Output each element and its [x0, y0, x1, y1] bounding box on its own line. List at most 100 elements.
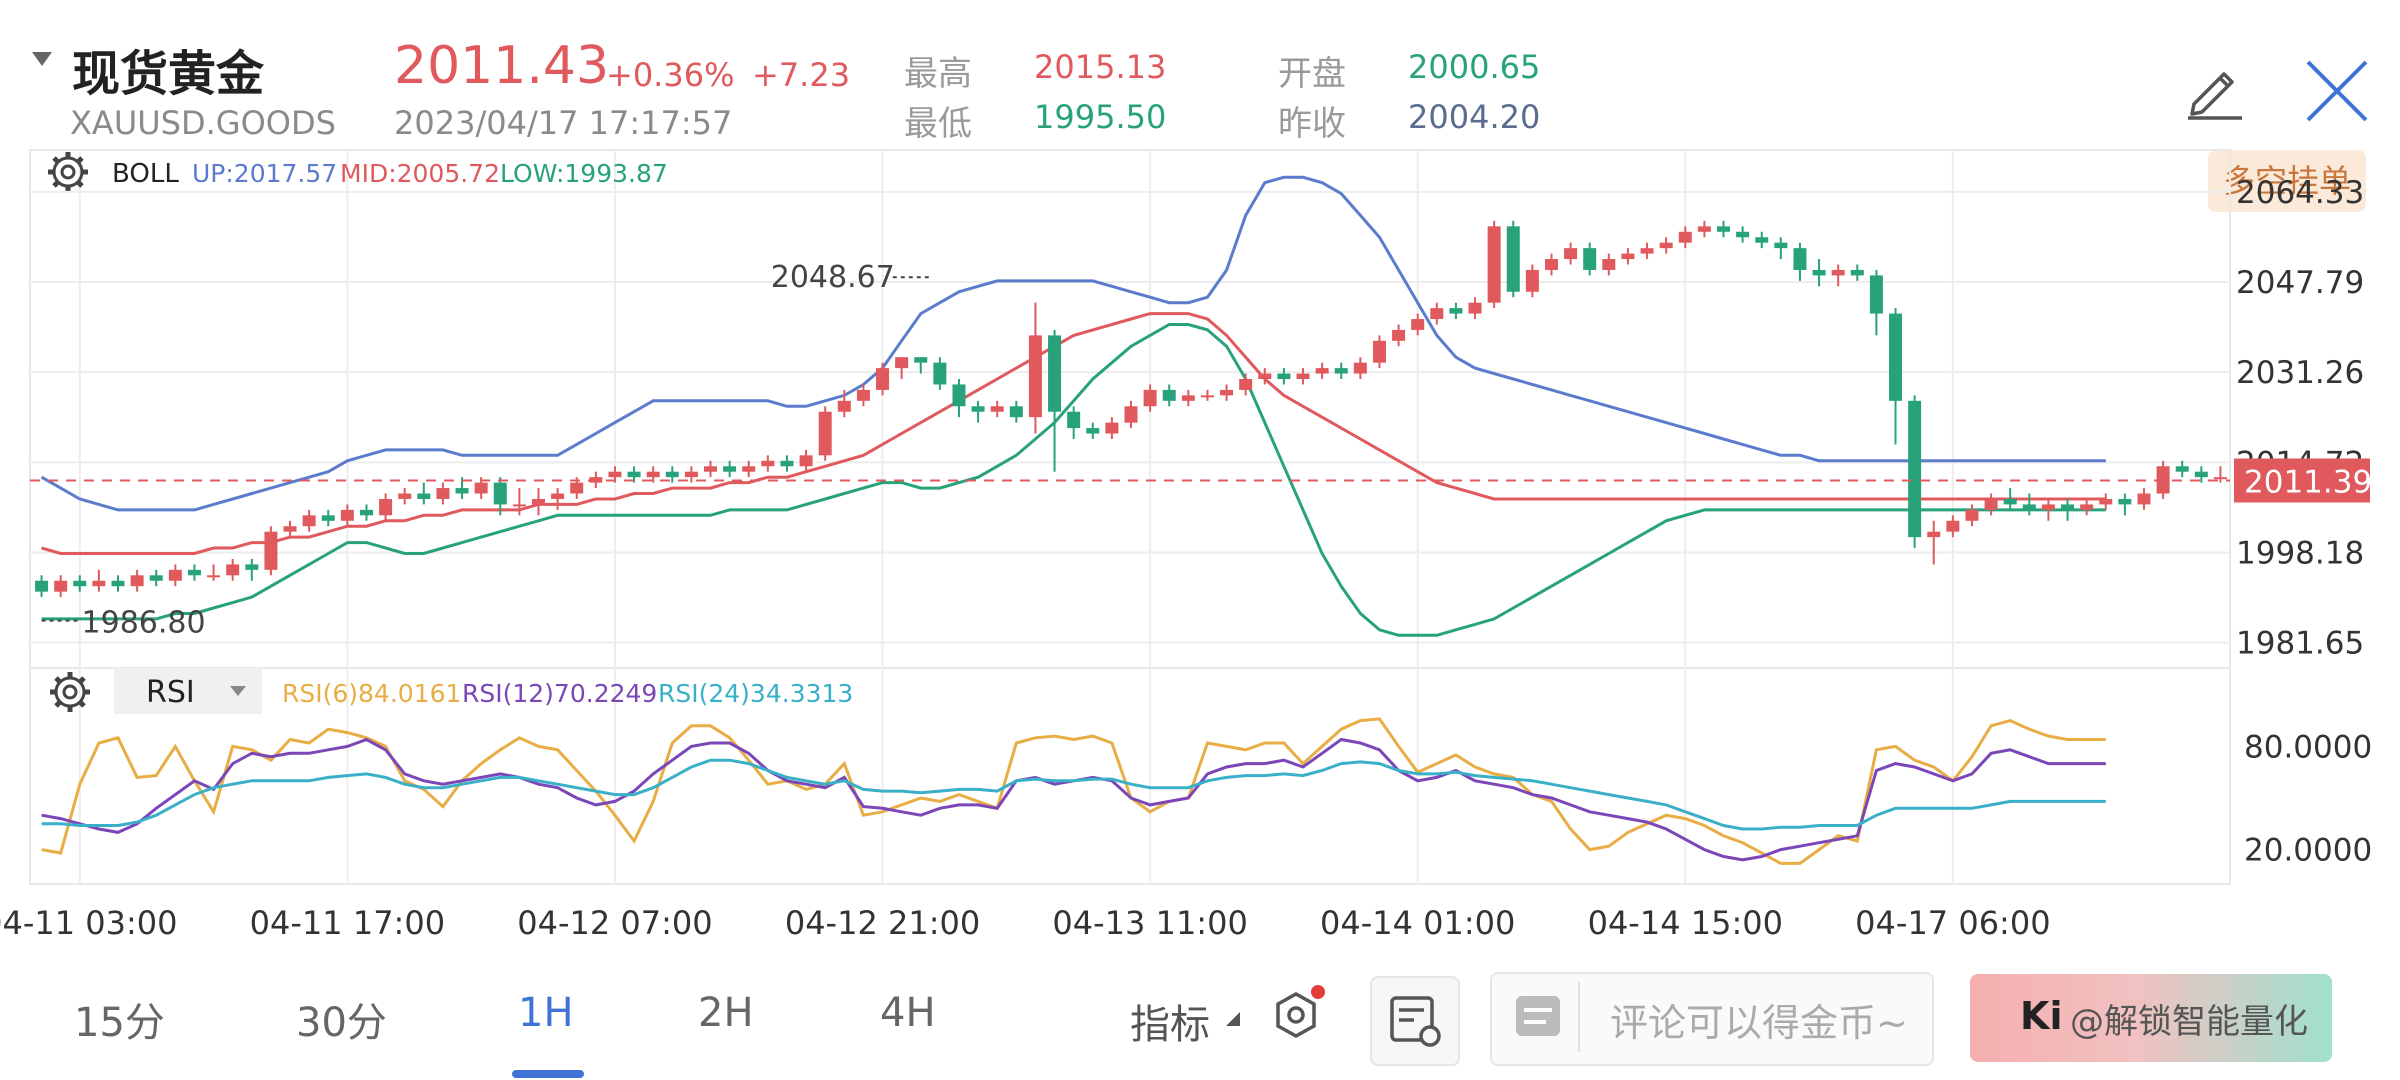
candle-body: [704, 466, 718, 472]
candle: [780, 455, 794, 472]
candle: [1296, 368, 1310, 385]
trade-button[interactable]: [1970, 974, 2332, 1062]
candle: [73, 575, 87, 592]
candle-body: [895, 357, 909, 369]
instrument-code: XAUUSD.GOODS: [70, 104, 336, 142]
candle-body: [245, 564, 259, 570]
candle-body: [2041, 504, 2055, 510]
candle-body: [761, 460, 775, 467]
candle-body: [1850, 269, 1864, 276]
edit-pencil-icon[interactable]: [2184, 58, 2246, 120]
prev-close-label: 昨收: [1278, 104, 1346, 144]
candle-body: [493, 482, 507, 505]
candle: [1220, 384, 1234, 401]
candle-body: [149, 575, 163, 581]
candle-body: [990, 406, 1004, 412]
candle-body: [1086, 428, 1100, 434]
candle: [914, 357, 928, 374]
candle-body: [264, 531, 278, 570]
kline-chart[interactable]: BOLL UP:2017.57 MID:2005.72 LOW:1993.87 …: [0, 0, 2400, 940]
candle-body: [1143, 389, 1157, 407]
candle: [856, 384, 870, 407]
prev-close-value: 2004.20: [1408, 98, 1541, 136]
candle: [1200, 389, 1214, 401]
comment-input-box[interactable]: [1490, 972, 1934, 1066]
candle-body: [111, 580, 125, 587]
candle-body: [1392, 329, 1406, 341]
candle: [1067, 406, 1081, 439]
candle-body: [1353, 362, 1367, 374]
comment-bullet-icon: [1500, 982, 1580, 1052]
candle-body: [780, 460, 794, 467]
candle-body: [1124, 406, 1138, 423]
layout-settings-button[interactable]: [1370, 976, 1460, 1066]
tab-30min[interactable]: 30分: [296, 1000, 387, 1046]
candle-body: [1430, 308, 1444, 320]
long-short-orders-button[interactable]: 多空挂单: [2208, 150, 2366, 212]
candle: [1162, 384, 1176, 407]
candle-body: [130, 575, 144, 587]
candle-body: [398, 493, 412, 499]
candle: [1258, 368, 1272, 385]
candle: [1564, 242, 1578, 265]
candle-body: [876, 368, 890, 390]
trade-button-label: Ki: [2020, 994, 2063, 1038]
indicator-button[interactable]: 指标: [1130, 1002, 1210, 1048]
candle-body: [455, 488, 469, 494]
candle: [398, 488, 412, 505]
tab-1h[interactable]: 1H: [518, 990, 574, 1036]
candle-body: [1602, 259, 1616, 270]
candle-body: [1105, 422, 1119, 434]
candle-body: [723, 466, 737, 472]
low-value: 1995.50: [1034, 98, 1167, 136]
candle-body: [1564, 248, 1578, 260]
candle-body: [1372, 340, 1386, 363]
rsi-lines: [41, 717, 2106, 865]
candle-body: [1162, 389, 1176, 401]
candle: [1850, 264, 1864, 281]
current-price-tag: [2234, 458, 2370, 503]
instrument-title[interactable]: 现货黄金: [72, 46, 265, 102]
candle: [627, 466, 641, 483]
time-axis-label: 04-11 17:00: [250, 904, 445, 940]
candle: [761, 455, 775, 472]
rsi6-line: [41, 717, 2106, 865]
current-price-label: 2011.39: [2244, 464, 2372, 500]
candle-body: [2118, 498, 2132, 505]
close-icon[interactable]: [2304, 58, 2370, 124]
candle: [1028, 302, 1042, 434]
candle: [1869, 269, 1883, 336]
candle-body: [1659, 242, 1673, 249]
candle: [1525, 264, 1539, 298]
candle: [1908, 395, 1922, 549]
candle: [1984, 493, 1998, 516]
candle: [1621, 248, 1635, 265]
candle-body: [856, 389, 870, 401]
candle: [302, 509, 316, 532]
boll-settings-gear-icon[interactable]: [48, 152, 88, 192]
dropdown-arrow-icon[interactable]: [32, 52, 52, 66]
candle-body: [742, 466, 756, 472]
candle: [742, 460, 756, 478]
candle: [1965, 504, 1979, 527]
rsi-panel-frame: [29, 667, 2231, 885]
candle: [665, 466, 679, 483]
rsi-axis: 80.0000 20.0000: [2244, 729, 2372, 868]
candle: [1678, 226, 1692, 249]
candle: [1946, 515, 1960, 538]
change-absolute: +7.23: [752, 56, 851, 94]
candle: [1392, 324, 1406, 347]
candle-body: [474, 482, 488, 494]
hexagon-settings-icon[interactable]: [1270, 984, 1330, 1054]
boll-lines: [40, 175, 2106, 637]
rsi-settings-gear-icon[interactable]: [50, 672, 90, 712]
candle-body: [417, 493, 431, 499]
candle: [1506, 220, 1520, 298]
candle-body: [512, 504, 526, 507]
candle: [2175, 460, 2189, 478]
tab-4h[interactable]: 4H: [880, 990, 936, 1036]
tab-15min[interactable]: 15分: [74, 1000, 165, 1046]
tab-2h[interactable]: 2H: [698, 990, 754, 1036]
candle: [168, 564, 182, 587]
rsi12-line: [41, 737, 2106, 862]
